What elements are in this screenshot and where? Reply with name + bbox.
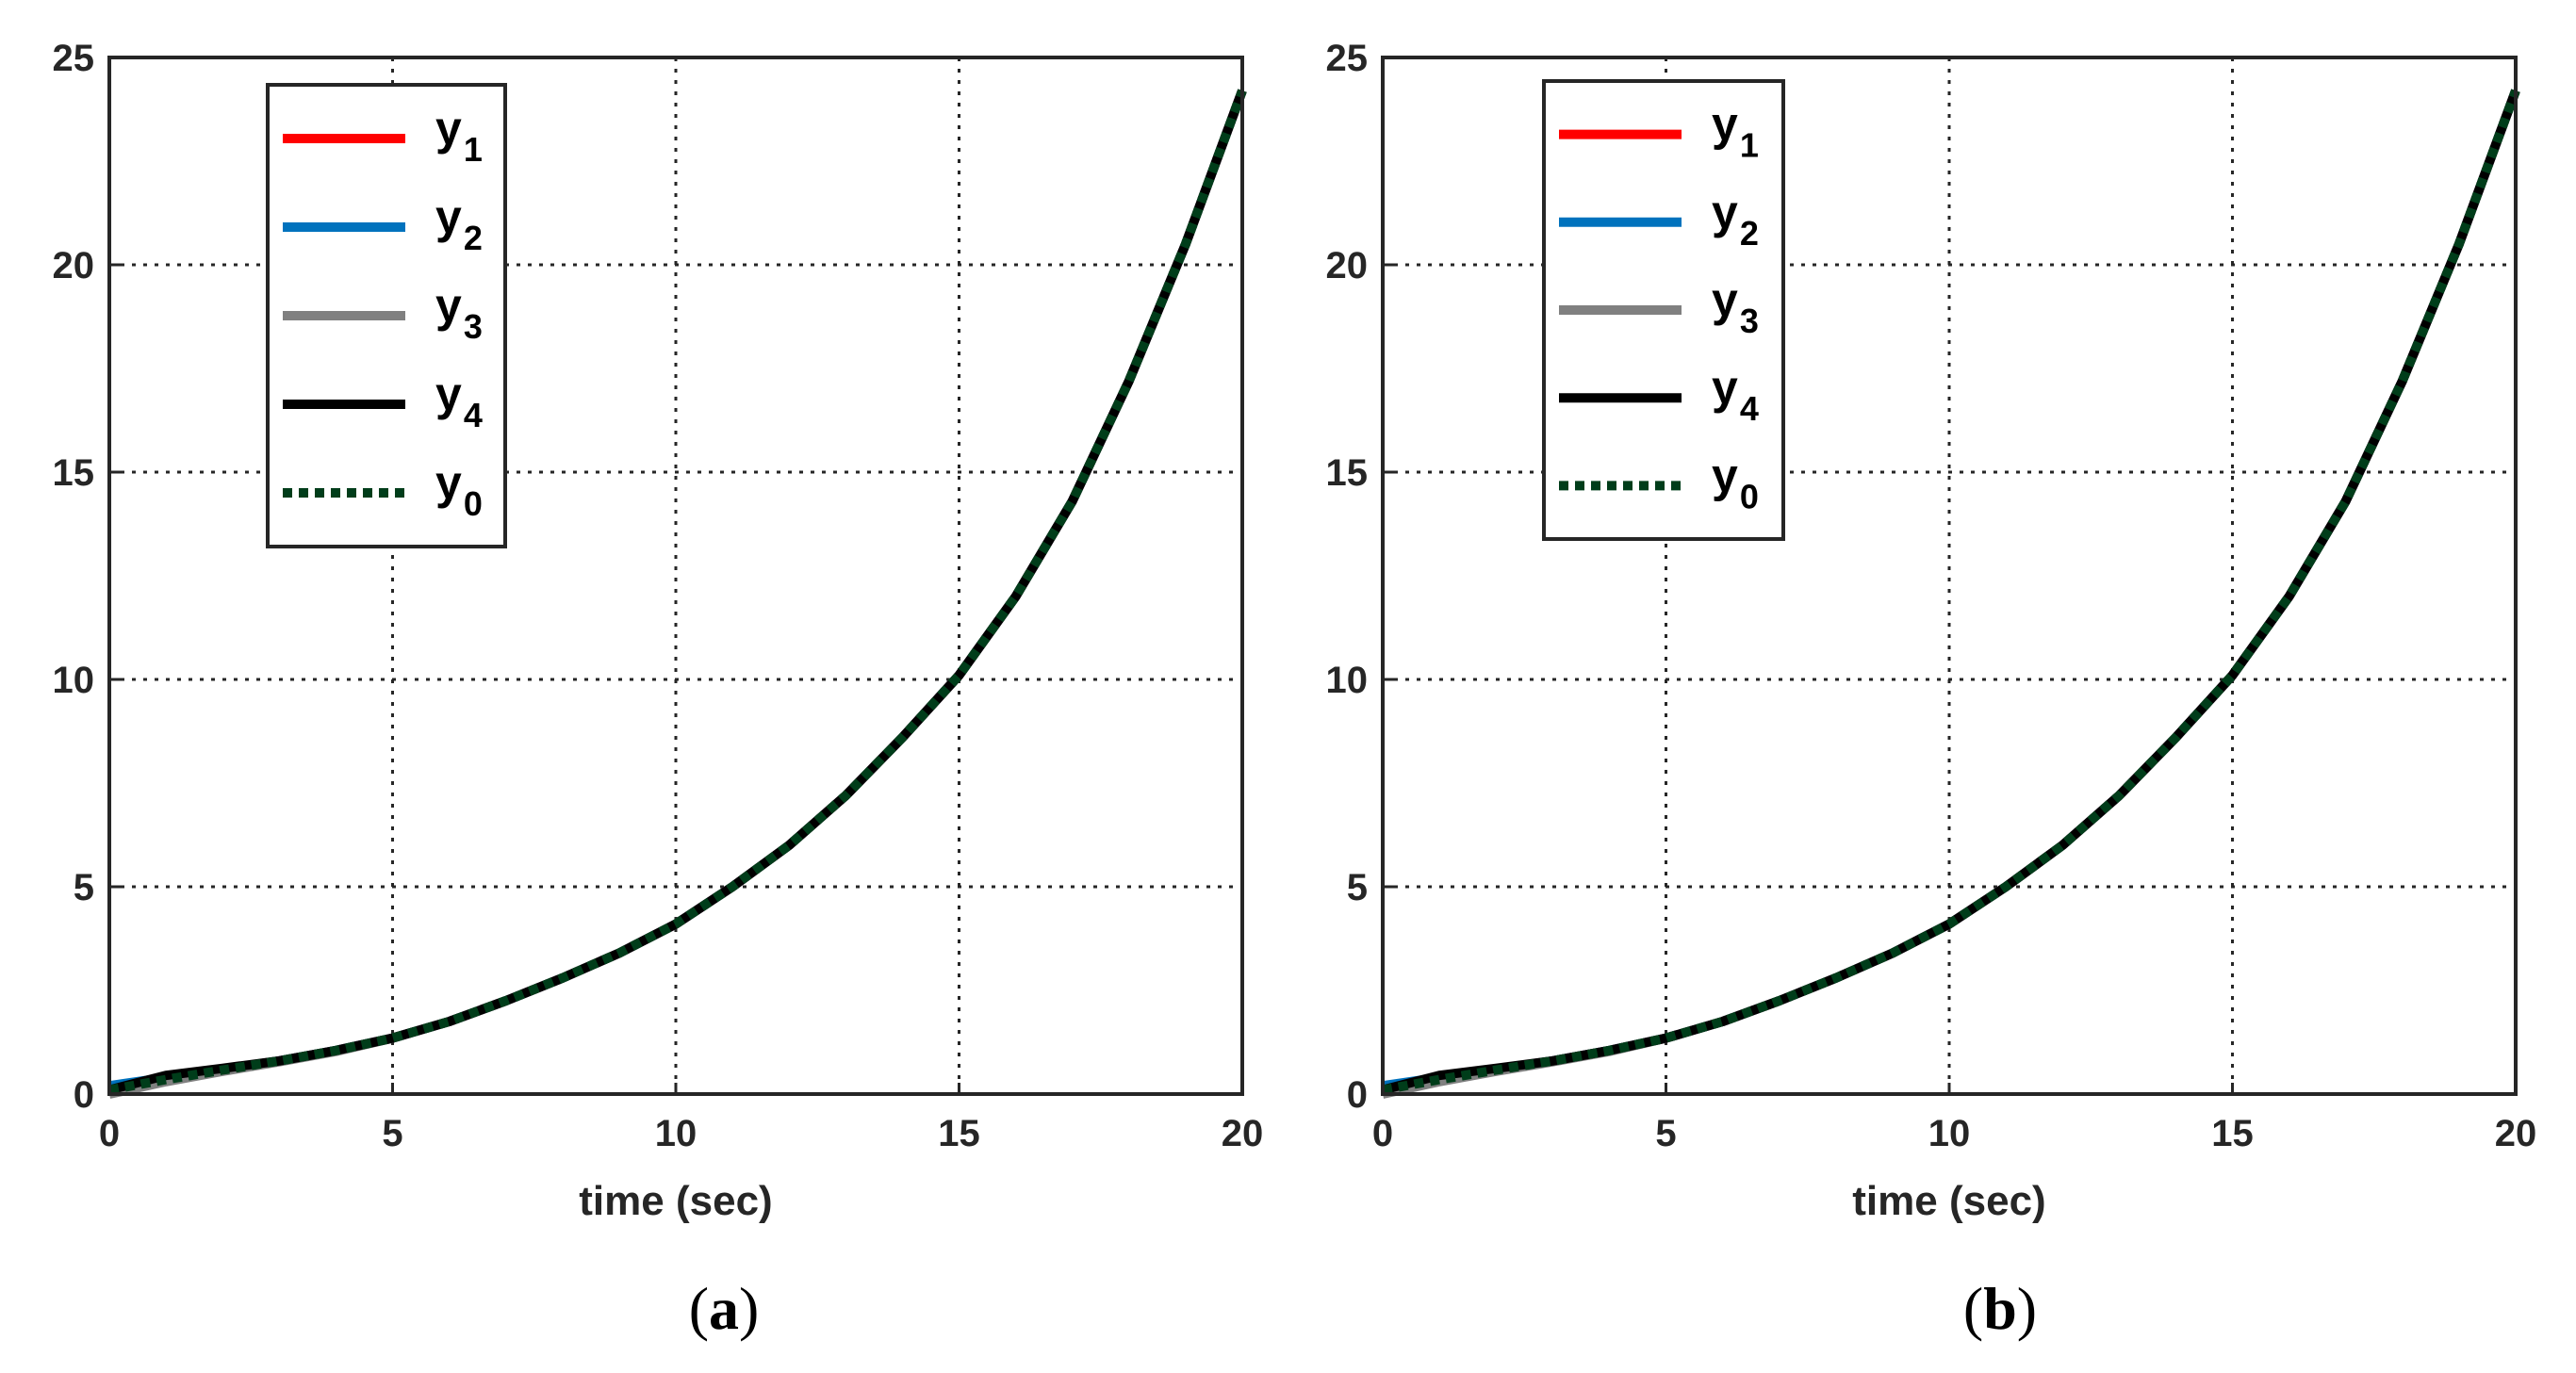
y-tick-label: 25 (1326, 38, 1369, 79)
legend-subscript: 0 (464, 484, 483, 523)
x-tick-label: 5 (382, 1113, 402, 1154)
x-axis-label: time (sec) (579, 1178, 772, 1224)
x-tick-label: 15 (938, 1113, 980, 1154)
x-tick-label: 5 (1655, 1113, 1676, 1154)
x-tick-label: 20 (1222, 1113, 1264, 1154)
y-tick-label: 0 (1347, 1074, 1368, 1116)
legend-subscript: 3 (464, 307, 483, 346)
y-tick-label: 15 (1326, 452, 1369, 494)
y-tick-label: 15 (53, 452, 95, 494)
y-tick-label: 0 (74, 1074, 94, 1116)
caption-paren-close: ) (739, 1275, 759, 1342)
x-tick-label: 15 (2211, 1113, 2254, 1154)
x-tick-label: 0 (1372, 1113, 1393, 1154)
y-tick-label: 10 (1326, 660, 1369, 701)
caption-letter: b (1983, 1275, 2017, 1342)
legend-subscript: 3 (1740, 302, 1759, 340)
y-tick-label: 5 (74, 867, 94, 908)
legend-subscript: 4 (464, 396, 483, 434)
legend-subscript: 1 (1740, 126, 1759, 165)
caption-paren-open: ( (689, 1275, 709, 1342)
x-tick-label: 0 (99, 1113, 120, 1154)
legend-subscript: 0 (1740, 477, 1759, 515)
x-tick-label: 20 (2495, 1113, 2537, 1154)
x-tick-label: 10 (1928, 1113, 1971, 1154)
y-tick-label: 20 (1326, 245, 1369, 286)
legend-subscript: 2 (1740, 214, 1759, 253)
y-tick-label: 5 (1347, 867, 1368, 908)
x-tick-label: 10 (655, 1113, 697, 1154)
series-line-y0 (1382, 89, 2520, 1095)
x-axis-label: time (sec) (1852, 1178, 2045, 1224)
y-tick-label: 25 (53, 38, 95, 79)
legend-subscript: 2 (464, 219, 483, 257)
panel-caption: (a) (689, 1275, 760, 1342)
legend-subscript: 4 (1740, 389, 1759, 428)
caption-paren-open: ( (1963, 1275, 1983, 1342)
y-tick-label: 20 (53, 245, 95, 286)
caption-letter: a (709, 1275, 739, 1342)
panel-caption: (b) (1963, 1275, 2037, 1342)
legend-subscript: 1 (464, 130, 483, 169)
y-tick-label: 10 (53, 660, 95, 701)
caption-paren-close: ) (2017, 1275, 2037, 1342)
series-line-y0 (108, 89, 1247, 1095)
